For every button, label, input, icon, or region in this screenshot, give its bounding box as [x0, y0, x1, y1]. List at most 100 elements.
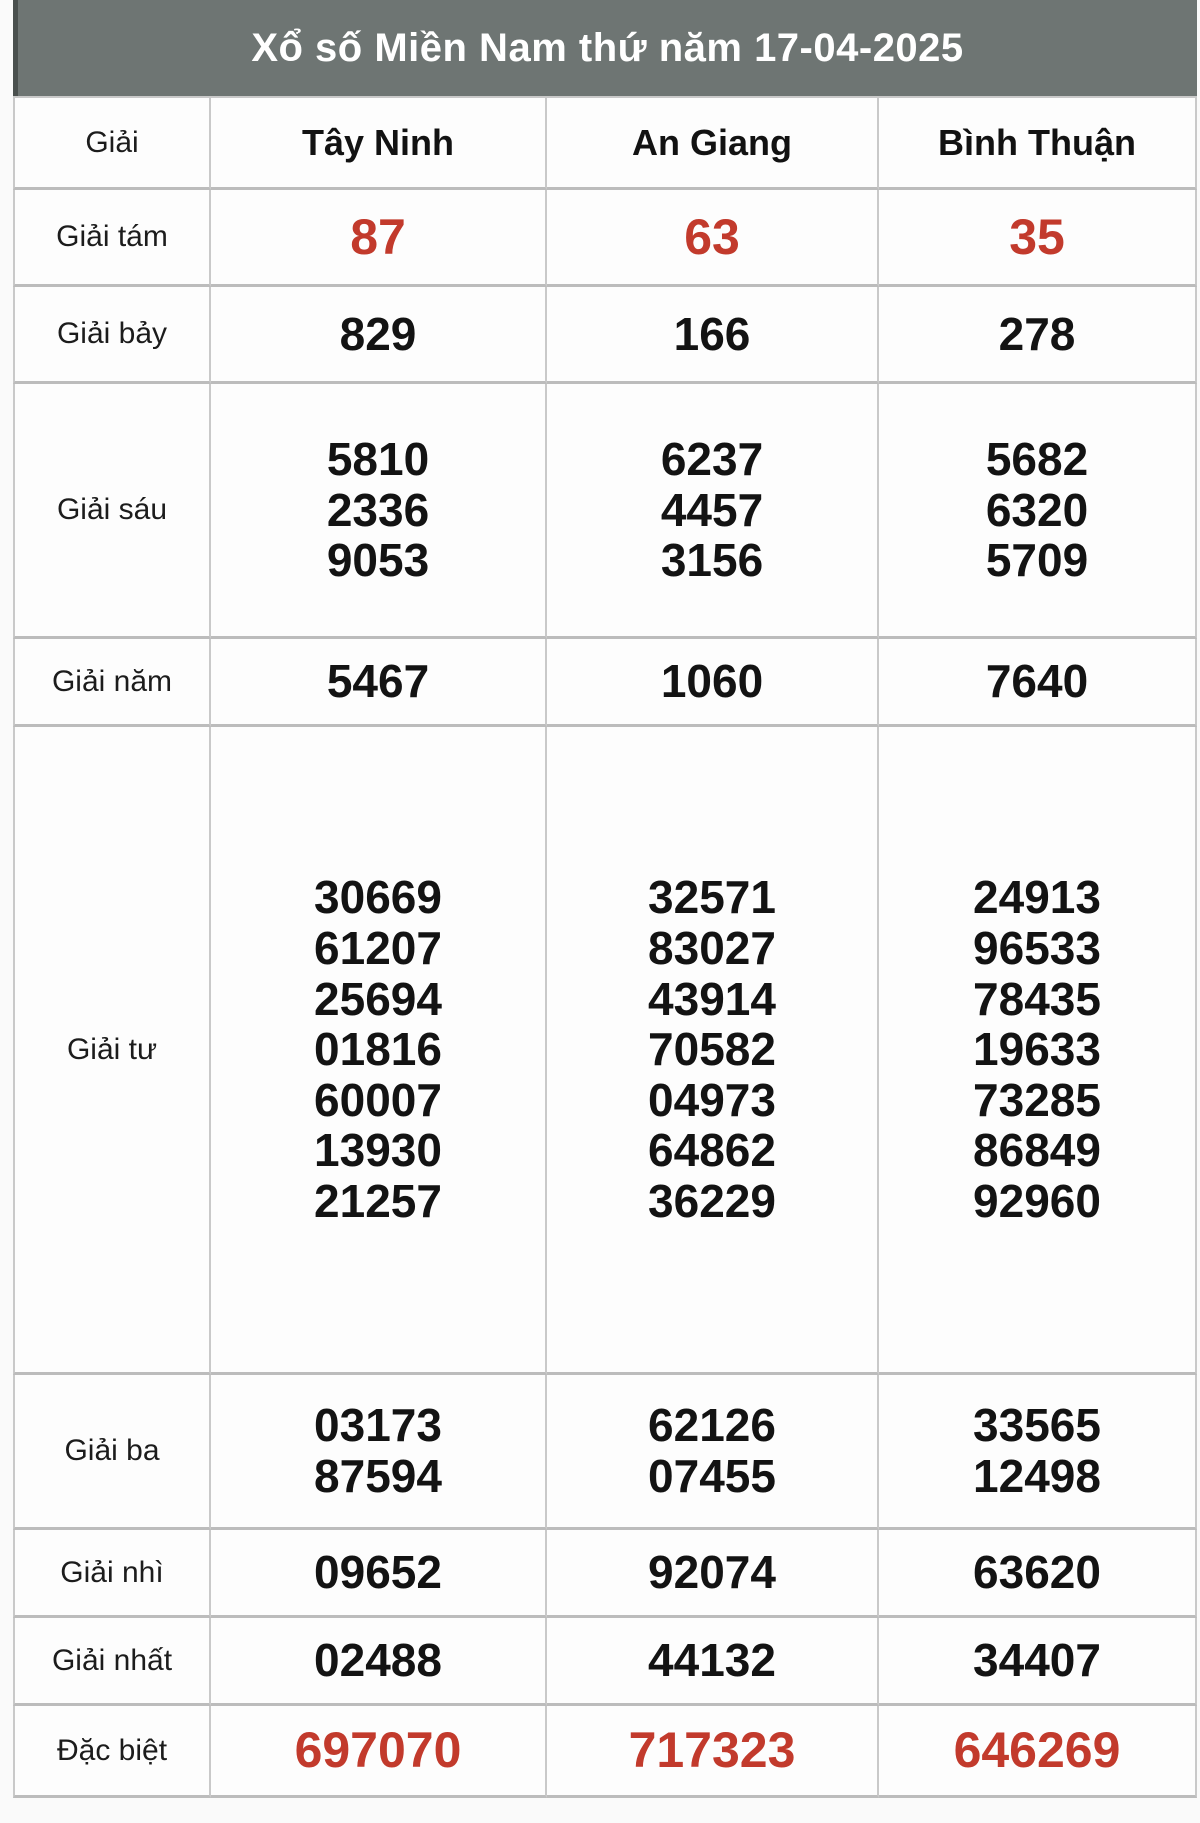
prize-number: 5682	[985, 433, 1089, 486]
prize-cell: 03173 87594	[211, 1375, 547, 1530]
prize-number: 02488	[314, 1634, 442, 1687]
prize-number: 92960	[973, 1174, 1101, 1227]
prize-number: 646269	[953, 1722, 1121, 1778]
prize-number: 61207	[314, 922, 442, 975]
prize-number: 78435	[973, 972, 1101, 1025]
prize-cell: 33565 12498	[879, 1375, 1197, 1530]
prize-number: 9053	[326, 534, 430, 587]
prize-number-stack: 63620	[879, 1547, 1195, 1598]
prize-cell: 5810 2336 9053	[211, 384, 547, 639]
prize-number: 4457	[660, 483, 764, 536]
prize-cell: 6237 4457 3156	[547, 384, 879, 639]
prize-cell: 34407	[879, 1618, 1197, 1706]
page-title-band: Xổ số Miền Nam thứ năm 17-04-2025	[13, 0, 1197, 96]
prize-number: 24913	[973, 871, 1101, 924]
prize-number-stack: 63	[547, 208, 877, 265]
prize-cell: 278	[879, 287, 1197, 384]
results-table-header: Giải Tây Ninh An Giang Bình Thuận	[13, 96, 1197, 190]
prize-number: 697070	[294, 1722, 462, 1778]
prize-number: 09652	[314, 1546, 442, 1599]
prize-cell: 92074	[547, 1530, 879, 1618]
prize-number-stack: 5467	[211, 656, 545, 707]
column-header-prize: Giải	[13, 96, 211, 190]
prize-number: 2336	[326, 483, 430, 536]
prize-cell: 35	[879, 190, 1197, 287]
prize-number: 07455	[648, 1450, 776, 1502]
prize-number: 6237	[660, 433, 764, 486]
prize-cell: 5682 6320 5709	[879, 384, 1197, 639]
prize-number-stack: 44132	[547, 1635, 877, 1686]
prize-cell: 63	[547, 190, 879, 287]
prize-number: 92074	[648, 1546, 776, 1599]
prize-number: 03173	[314, 1399, 442, 1452]
prize-number-stack: 697070	[211, 1723, 545, 1778]
prize-cell: 30669 61207 25694 01816 60007 13930 21257	[211, 727, 547, 1375]
prize-cell: 5467	[211, 639, 547, 727]
prize-number: 12498	[973, 1450, 1101, 1502]
prize-number: 87594	[314, 1450, 442, 1502]
prize-cell: 717323	[547, 1706, 879, 1798]
prize-number-stack: 5682 6320 5709	[879, 434, 1195, 586]
prize-row: Giải nhất 02488 44132 34407	[13, 1618, 1197, 1706]
prize-number: 13930	[314, 1124, 442, 1177]
column-header-province: Tây Ninh	[211, 96, 547, 190]
prize-number-stack: 24913 96533 78435 19633 73285 86849 92960	[879, 872, 1195, 1226]
prize-number-stack: 30669 61207 25694 01816 60007 13930 21257	[211, 872, 545, 1226]
prize-number: 1060	[660, 655, 764, 708]
prize-label: Giải ba	[13, 1375, 211, 1530]
prize-number: 7640	[985, 655, 1089, 708]
prize-row: Giải ba 03173 87594 62126 07455 33565 12498	[13, 1375, 1197, 1530]
page-title: Xổ số Miền Nam thứ năm 17-04-2025	[251, 25, 964, 70]
column-header-province: Bình Thuận	[879, 96, 1197, 190]
prize-number: 64862	[648, 1124, 776, 1177]
prize-label: Giải nhì	[13, 1530, 211, 1618]
prize-number: 87	[350, 208, 406, 265]
prize-number: 33565	[973, 1399, 1101, 1452]
prize-number: 63	[684, 208, 740, 265]
prize-number: 01816	[314, 1023, 442, 1076]
prize-label: Giải năm	[13, 639, 211, 727]
prize-label: Giải sáu	[13, 384, 211, 639]
prize-row: Đặc biệt 697070 717323 646269	[13, 1706, 1197, 1798]
column-header-province: An Giang	[547, 96, 879, 190]
prize-number: 829	[339, 307, 417, 360]
prize-label: Giải bảy	[13, 287, 211, 384]
prize-number-stack: 5810 2336 9053	[211, 434, 545, 586]
prize-number-stack: 35	[879, 208, 1195, 265]
prize-number: 5709	[985, 534, 1089, 587]
prize-number: 6320	[985, 483, 1089, 536]
prize-number: 43914	[648, 972, 776, 1025]
prize-number: 36229	[648, 1174, 776, 1227]
prize-number-stack: 87	[211, 208, 545, 265]
prize-number-stack: 166	[547, 309, 877, 360]
prize-number: 32571	[648, 871, 776, 924]
prize-cell: 697070	[211, 1706, 547, 1798]
prize-number: 63620	[973, 1546, 1101, 1599]
prize-number-stack: 278	[879, 309, 1195, 360]
prize-number: 35	[1009, 208, 1065, 265]
prize-number-stack: 09652	[211, 1547, 545, 1598]
prize-number-stack: 34407	[879, 1635, 1195, 1686]
results-table: Giải Tây Ninh An Giang Bình Thuận Giải tám 8…	[13, 96, 1197, 1798]
prize-number-stack: 717323	[547, 1723, 877, 1778]
prize-number: 30669	[314, 871, 442, 924]
prize-number: 34407	[973, 1634, 1101, 1687]
prize-cell: 62126 07455	[547, 1375, 879, 1530]
prize-number: 5467	[326, 655, 430, 708]
prize-number: 96533	[973, 922, 1101, 975]
prize-label: Giải nhất	[13, 1618, 211, 1706]
prize-cell: 24913 96533 78435 19633 73285 86849 92960	[879, 727, 1197, 1375]
prize-number: 70582	[648, 1023, 776, 1076]
prize-number: 25694	[314, 972, 442, 1025]
prize-number-stack: 02488	[211, 1635, 545, 1686]
column-header-row: Giải Tây Ninh An Giang Bình Thuận	[13, 96, 1197, 190]
results-table-body: Giải tám 87 63 35 Giải bảy 829 166 278 Giải sáu 5…	[13, 190, 1197, 1798]
prize-number: 44132	[648, 1634, 776, 1687]
prize-cell: 02488	[211, 1618, 547, 1706]
prize-number-stack: 62126 07455	[547, 1400, 877, 1501]
prize-number-stack: 03173 87594	[211, 1400, 545, 1501]
prize-number: 62126	[648, 1399, 776, 1452]
prize-number-stack: 32571 83027 43914 70582 04973 64862 36229	[547, 872, 877, 1226]
prize-row: Giải tư 30669 61207 25694 01816 60007 13930 212…	[13, 727, 1197, 1375]
